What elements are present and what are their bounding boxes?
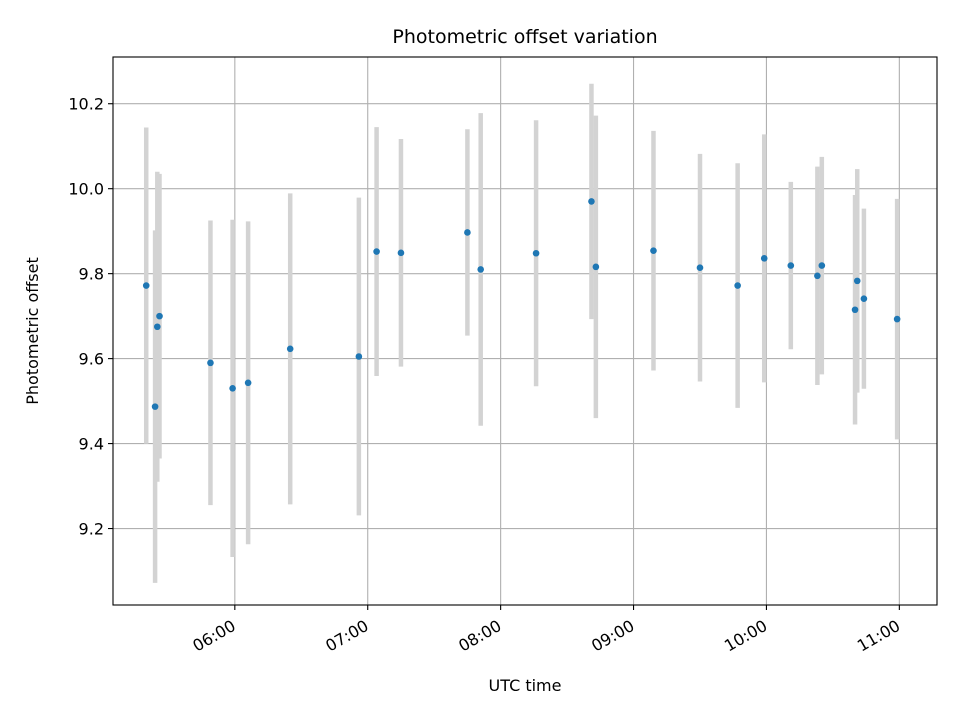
error-bars xyxy=(143,83,900,583)
x-tick-label: 06:00 xyxy=(189,616,238,656)
y-tick-label: 10.2 xyxy=(68,95,104,114)
data-point xyxy=(734,282,741,289)
chart-title: Photometric offset variation xyxy=(392,26,657,48)
data-point xyxy=(588,198,595,205)
y-tick-label: 10.0 xyxy=(68,180,104,199)
data-point xyxy=(373,248,380,255)
y-tick-label: 9.2 xyxy=(79,520,104,539)
x-tick-label: 07:00 xyxy=(322,616,371,656)
y-tick-label: 9.8 xyxy=(79,265,104,284)
data-point xyxy=(229,385,236,392)
y-axis-label: Photometric offset xyxy=(23,257,42,405)
data-point xyxy=(860,295,868,303)
y-tick-label: 9.6 xyxy=(79,350,104,369)
x-tick-label: 11:00 xyxy=(854,616,903,656)
data-point xyxy=(814,272,821,280)
data-point xyxy=(397,249,405,257)
data-point xyxy=(156,312,163,320)
data-point xyxy=(592,263,600,271)
data-point xyxy=(142,282,150,289)
plot-area-frame xyxy=(112,56,938,606)
data-point xyxy=(760,255,768,262)
data-point xyxy=(464,229,471,236)
data-point xyxy=(154,323,161,331)
y-axis-ticks: 9.2 9.4 9.6 9.8 10.0 10.2 xyxy=(68,95,113,539)
data-point xyxy=(650,247,657,255)
data-point xyxy=(818,262,826,269)
data-point xyxy=(853,277,861,285)
data-point xyxy=(851,306,859,314)
data-point xyxy=(696,264,704,272)
data-point xyxy=(532,249,540,257)
x-axis-label: UTC time xyxy=(489,676,562,695)
x-tick-label: 09:00 xyxy=(588,616,637,656)
x-tick-label: 10:00 xyxy=(721,616,770,656)
data-point xyxy=(355,353,363,360)
x-tick-label: 08:00 xyxy=(455,616,504,656)
data-point xyxy=(286,345,294,353)
data-points xyxy=(142,198,901,410)
data-point xyxy=(477,266,484,273)
y-tick-label: 9.4 xyxy=(79,435,104,454)
data-point xyxy=(244,379,252,387)
data-point xyxy=(151,403,159,410)
data-point xyxy=(207,359,214,367)
data-point xyxy=(787,262,795,269)
data-point xyxy=(893,315,901,323)
x-axis-ticks: 06:00 07:00 08:00 09:00 10:00 11:00 xyxy=(189,605,903,656)
grid xyxy=(113,57,937,605)
